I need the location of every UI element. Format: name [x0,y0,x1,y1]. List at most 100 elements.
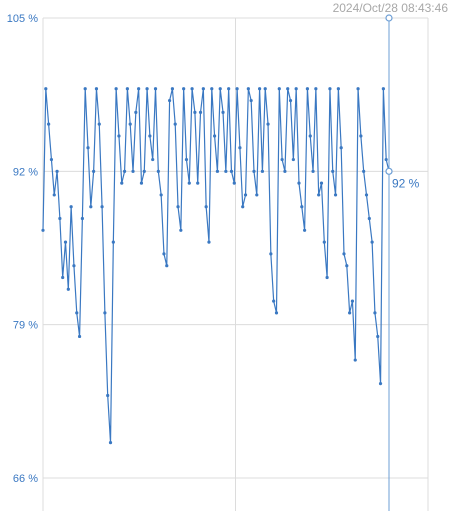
data-point [348,311,352,315]
data-point [204,205,208,209]
series-line [42,88,390,444]
data-point [333,193,338,197]
data-point [182,87,186,91]
data-point [238,146,242,150]
data-point [249,98,253,103]
data-point [162,252,166,256]
data-point [381,87,385,91]
data-point [66,287,70,291]
data-point [55,169,59,173]
data-point [252,169,256,173]
data-point [193,110,197,114]
data-point [58,216,62,221]
data-point [212,134,217,138]
data-point [111,240,115,244]
data-point [86,146,90,150]
data-point [108,441,113,445]
grid-layer [42,17,429,511]
data-point [173,122,177,126]
data-point [151,157,155,162]
data-point [125,87,129,91]
y-tick-label: 79 % [13,320,38,332]
data-point [384,157,388,162]
y-tick-label: 92 % [13,166,38,178]
data-point [328,87,332,91]
data-point [376,334,380,339]
data-point [246,87,250,91]
data-point [224,169,228,173]
data-point [49,157,54,162]
data-point [294,87,298,91]
data-point [47,122,51,126]
data-point [373,311,377,315]
data-point [117,134,121,138]
data-point [120,181,124,185]
data-point [364,193,369,197]
data-point [277,87,281,91]
data-point [362,169,366,173]
data-point [339,146,343,150]
data-point [137,87,141,91]
data-point [145,87,149,91]
cursor-timestamp: 2024/Oct/28 08:43:46 [333,1,449,15]
data-point [184,157,189,162]
data-point [272,299,276,303]
data-point [322,240,326,244]
data-point [83,87,87,91]
data-point [331,169,335,173]
data-point [345,264,349,268]
data-point [353,358,357,362]
data-point [280,157,284,162]
data-point [170,87,174,91]
data-point [255,193,259,197]
data-point [305,87,310,91]
data-point [303,228,307,232]
cursor-top-handle[interactable] [385,14,393,22]
data-point [274,311,279,315]
data-point [241,205,245,209]
data-point [106,393,110,398]
data-point [308,134,312,138]
data-point [297,181,301,185]
data-point [97,122,101,126]
data-point [94,87,99,91]
data-point [378,382,383,386]
cursor-point [385,167,393,175]
data-point [317,193,321,197]
data-point [92,169,96,173]
data-point [63,240,68,244]
data-point [44,87,48,91]
y-tick-label: 66 % [13,473,38,485]
data-point [100,205,104,209]
data-point [69,205,73,209]
data-point [134,110,138,114]
data-point [179,228,183,232]
data-point [77,334,82,339]
data-point [142,169,146,173]
data-point [190,87,194,91]
data-point [72,264,76,268]
data-point [314,87,318,91]
data-point [52,193,56,197]
data-point [215,169,220,173]
data-point [359,134,363,138]
data-point [260,169,265,173]
data-point [89,205,93,209]
data-point [229,169,234,173]
y-tick-label: 105 % [7,13,38,25]
y-axis-ticks: 105 % 92 % 79 % 66 % [7,13,38,485]
data-point [103,311,107,315]
data-point [80,216,84,221]
data-point [114,87,118,91]
data-point [350,299,355,303]
data-point [156,169,160,173]
data-point [128,122,132,126]
data-point [286,87,290,91]
data-point [266,122,270,126]
data-point [61,275,65,280]
cursor-value-label: 92 % [392,176,420,190]
data-point [198,110,203,114]
data-point [367,216,371,221]
data-point [210,87,214,91]
